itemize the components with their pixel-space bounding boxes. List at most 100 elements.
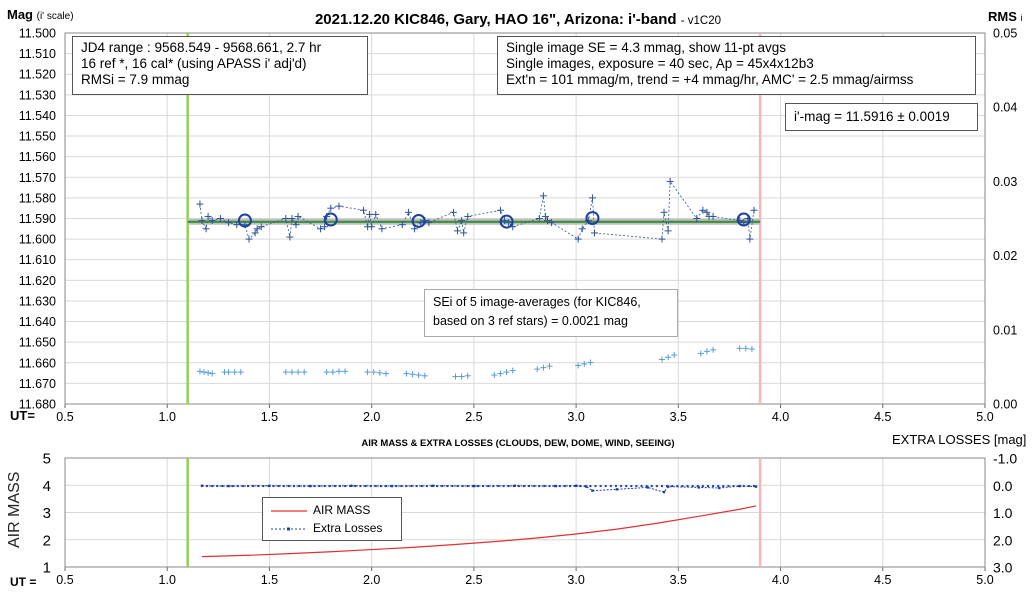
extra-losses-marker	[528, 485, 531, 488]
x-axis-label: UT=	[10, 408, 35, 423]
extra-losses-marker	[344, 485, 347, 488]
single-line-2: Single images, exposure = 40 sec, Ap = 4…	[506, 56, 814, 71]
extra-losses-point	[754, 485, 758, 488]
rms-point	[231, 369, 238, 376]
rms-point	[237, 369, 244, 376]
y2-axis-label: RMS i	[988, 9, 1023, 24]
extra-losses-marker	[640, 485, 643, 488]
data-point	[202, 225, 210, 233]
bottom-y2-tick-label: 1.0	[993, 505, 1013, 521]
x-tick-label: 1.0	[159, 410, 176, 424]
extra-losses-marker	[630, 485, 633, 488]
extra-losses-marker	[614, 485, 617, 488]
data-point	[746, 235, 754, 243]
data-point	[288, 215, 296, 222]
rms-point	[697, 350, 704, 357]
extra-losses-marker	[241, 485, 244, 488]
rms-point	[703, 348, 710, 355]
average-point	[585, 211, 600, 226]
data-point	[588, 194, 596, 202]
info-line-1: JD4 range : 9568.549 - 9568.661, 2.7 hr	[81, 40, 322, 55]
extra-losses-point	[472, 484, 476, 488]
data-point	[378, 225, 386, 233]
bottom-y-tick-label: 1	[43, 560, 51, 577]
extra-losses-marker	[522, 485, 525, 488]
extra-losses-marker	[533, 485, 536, 488]
extra-losses-marker	[272, 485, 275, 488]
bottom-x-tick-label: 2.5	[465, 573, 482, 587]
rms-point	[421, 372, 428, 379]
legend-extra-label: Extra Losses	[313, 521, 383, 535]
rms-point	[282, 369, 289, 376]
extra-losses-marker	[246, 485, 249, 488]
rms-point	[452, 373, 459, 380]
data-point	[216, 215, 224, 222]
extra-losses-marker	[681, 485, 684, 488]
extra-losses-marker	[420, 485, 423, 488]
info-line-2: 16 ref *, 16 cal* (using APASS i' adj'd)	[81, 56, 307, 71]
average-point	[411, 213, 426, 228]
extra-losses-marker	[717, 485, 720, 488]
extra-losses-point	[718, 486, 721, 490]
legend-airmass-label: AIR MASS	[313, 503, 371, 517]
data-point	[574, 235, 582, 243]
chart-title-text: 2021.12.20 KIC846, Gary, HAO 16", Arizon…	[314, 11, 677, 28]
extra-losses-marker	[308, 485, 311, 488]
bottom-x-tick-label: 1.5	[261, 573, 278, 587]
data-point	[196, 200, 204, 208]
data-point	[660, 208, 668, 216]
x-tick-label: 2.0	[363, 410, 380, 424]
rms-point	[534, 366, 541, 373]
legend: AIR MASS Extra Losses	[262, 497, 402, 541]
rms-point	[497, 370, 504, 377]
extra-losses-marker	[737, 485, 740, 488]
data-point	[245, 235, 253, 243]
extra-losses-point	[431, 484, 435, 487]
y2-tick-label: 0.01	[993, 323, 1017, 337]
bottom-x-tick-label: 5.0	[976, 573, 993, 587]
data-point	[664, 227, 672, 235]
y2-axis-label-sub: i	[1020, 13, 1023, 23]
extra-losses-axis-label: EXTRA LOSSES [mag]	[892, 432, 1027, 447]
extra-losses-marker	[625, 485, 628, 488]
extra-losses-marker	[686, 485, 689, 488]
data-point	[292, 221, 300, 229]
extra-losses-point	[666, 485, 670, 488]
legend-extra-marker	[287, 527, 290, 531]
extra-losses-marker	[298, 485, 301, 488]
extra-losses-marker	[374, 485, 377, 488]
extra-losses-point	[574, 484, 578, 487]
info-box: JD4 range : 9568.549 - 9568.661, 2.7 hr …	[72, 36, 368, 95]
extra-losses-marker	[620, 485, 623, 488]
extra-losses-marker	[589, 485, 592, 488]
rms-point	[301, 369, 308, 376]
extra-losses-marker	[691, 485, 694, 488]
extra-losses-marker	[359, 485, 362, 488]
y-tick-label: 11.570	[19, 171, 56, 185]
y2-tick-label: 0.05	[993, 27, 1017, 41]
extra-losses-marker	[400, 485, 403, 488]
y-axis-label: Mag (i' scale)	[7, 7, 74, 22]
extra-losses-marker	[405, 485, 408, 488]
y-tick-label: 11.620	[19, 274, 56, 288]
extra-losses-marker	[257, 485, 260, 488]
bottom-chart-title: AIR MASS & EXTRA LOSSES (CLOUDS, DEW, DO…	[361, 438, 675, 449]
data-point	[454, 227, 462, 235]
y2-tick-label: 0.00	[993, 398, 1017, 412]
extra-losses-marker	[609, 485, 612, 488]
bottom-x-tick-label: 4.5	[874, 573, 891, 587]
data-point	[225, 219, 233, 227]
extra-losses-marker	[671, 485, 674, 488]
rms-point	[587, 359, 594, 366]
rms-point	[658, 356, 665, 363]
extra-losses-point	[591, 489, 594, 492]
extra-losses-marker	[706, 485, 709, 488]
extra-losses-marker	[262, 485, 265, 488]
extra-losses-point	[390, 484, 394, 488]
legend-swatches	[271, 510, 307, 531]
extra-losses-point	[309, 484, 312, 488]
extra-losses-marker	[379, 485, 382, 488]
data-point	[257, 223, 265, 231]
extra-losses-marker	[354, 485, 357, 488]
